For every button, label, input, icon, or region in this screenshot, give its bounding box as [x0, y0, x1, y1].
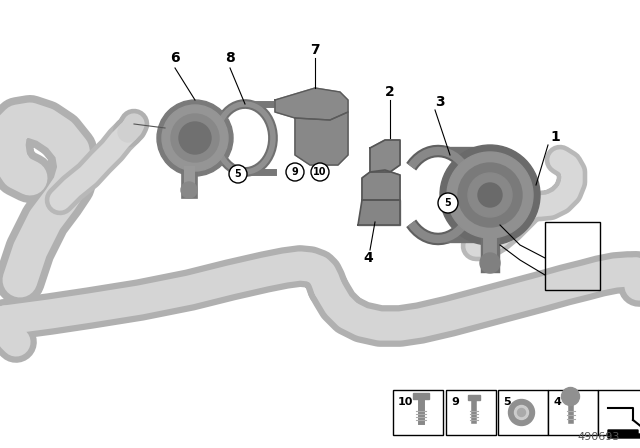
Text: 3: 3 [435, 95, 445, 109]
Text: 490693: 490693 [578, 432, 620, 442]
Text: 1: 1 [550, 130, 560, 144]
Polygon shape [275, 88, 348, 120]
Circle shape [157, 100, 233, 176]
Text: 7: 7 [310, 43, 320, 57]
Circle shape [311, 163, 329, 181]
Circle shape [179, 122, 211, 154]
Circle shape [438, 193, 458, 213]
Text: 5: 5 [503, 397, 511, 407]
Polygon shape [608, 430, 640, 438]
Text: 5: 5 [445, 198, 451, 208]
Bar [393, 390, 443, 435]
Circle shape [478, 183, 502, 207]
Text: 4: 4 [363, 251, 373, 265]
Text: 2: 2 [385, 85, 395, 99]
Text: 10: 10 [313, 167, 327, 177]
Circle shape [561, 388, 579, 405]
Text: 9: 9 [451, 397, 459, 407]
Circle shape [447, 152, 533, 238]
Circle shape [181, 182, 197, 198]
Text: 9: 9 [292, 167, 298, 177]
Bar [446, 390, 496, 435]
Text: 10: 10 [398, 397, 413, 407]
Circle shape [515, 405, 529, 419]
Bar [413, 392, 429, 399]
Bar [548, 390, 598, 435]
Circle shape [229, 165, 247, 183]
Circle shape [480, 253, 500, 273]
Bar [598, 390, 640, 435]
Text: 6: 6 [170, 51, 180, 65]
Circle shape [509, 400, 534, 426]
Text: 4: 4 [553, 397, 561, 407]
Polygon shape [370, 140, 400, 172]
Polygon shape [362, 170, 400, 200]
Circle shape [518, 409, 525, 417]
Circle shape [286, 163, 304, 181]
Text: 5: 5 [235, 169, 241, 179]
Polygon shape [358, 200, 400, 225]
Circle shape [171, 114, 219, 162]
Circle shape [440, 145, 540, 245]
Circle shape [468, 173, 512, 217]
Bar [467, 395, 479, 400]
Bar [498, 390, 548, 435]
Polygon shape [295, 112, 348, 165]
Circle shape [162, 105, 228, 171]
Text: 8: 8 [225, 51, 235, 65]
Circle shape [458, 163, 522, 227]
